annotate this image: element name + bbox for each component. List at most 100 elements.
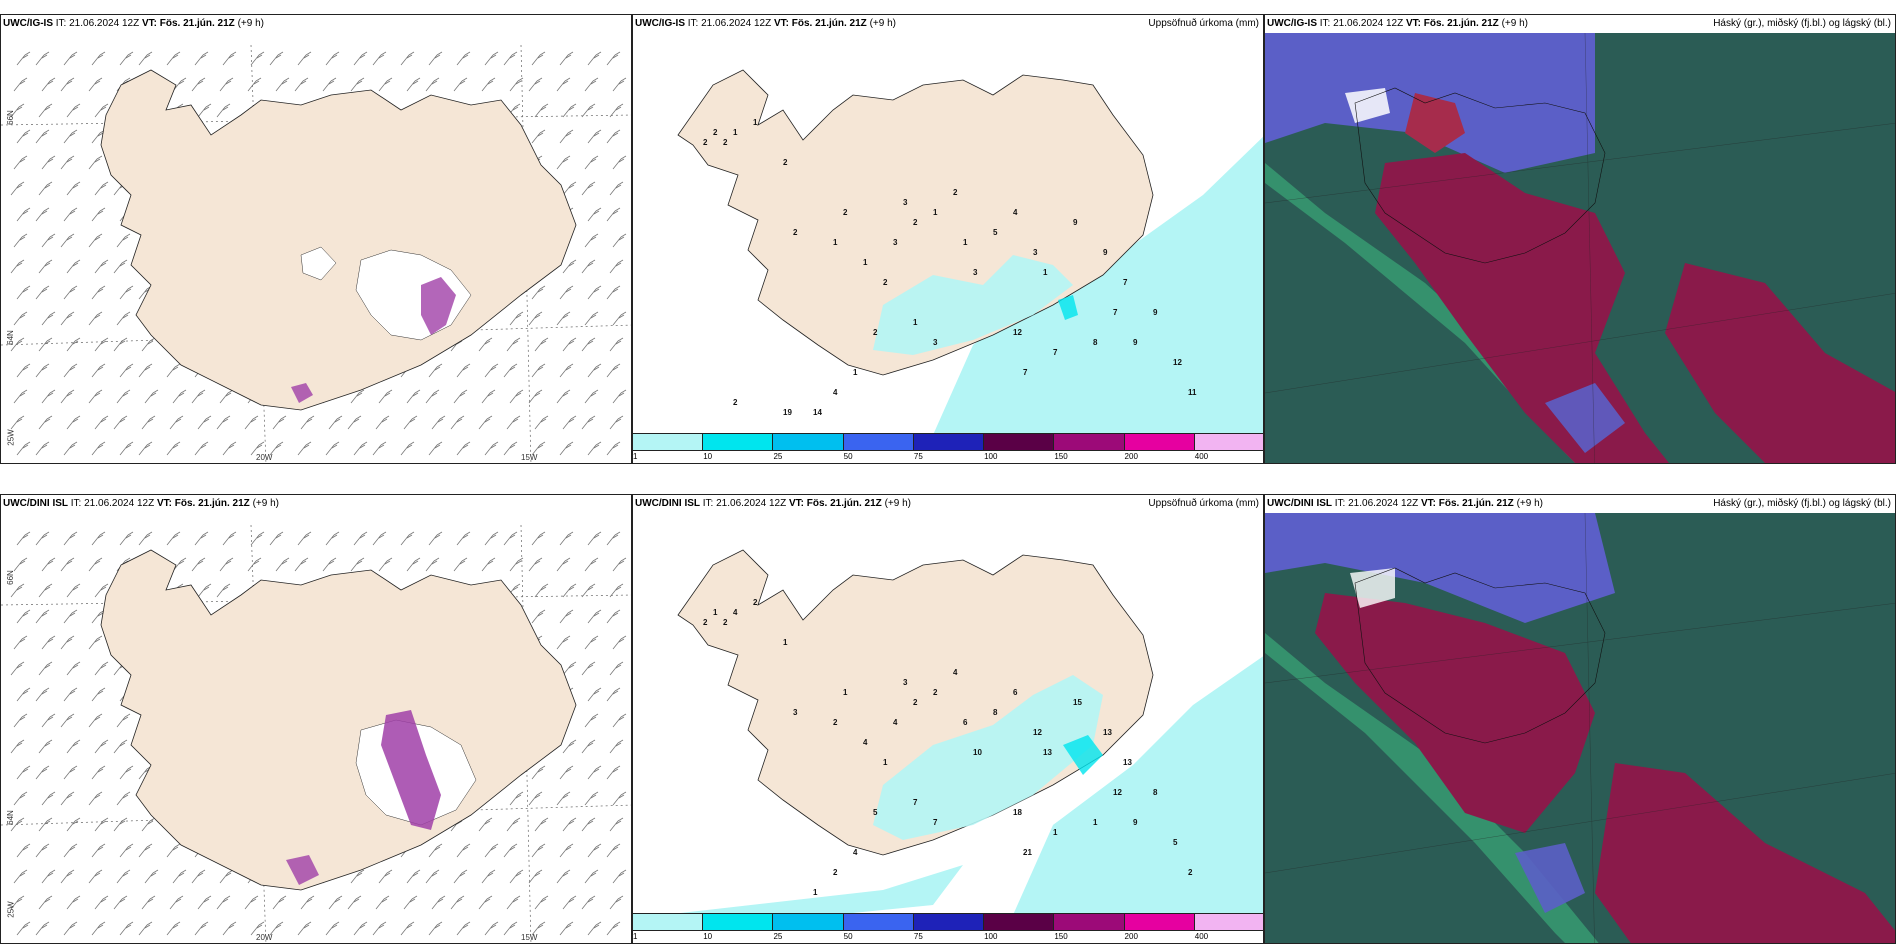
- wind-barb: [612, 713, 627, 728]
- wind-barb: [484, 921, 499, 936]
- lead-time: (+9 h): [1516, 498, 1543, 509]
- wind-barb: [609, 661, 624, 676]
- wind-barb: [350, 77, 365, 92]
- precip-value-label: 1: [813, 888, 818, 897]
- wind-barb: [10, 895, 25, 910]
- wind-barb: [138, 921, 153, 936]
- wind-barb: [141, 817, 156, 832]
- precip-value-label: 4: [853, 848, 858, 857]
- lon-label: 15W: [521, 453, 538, 462]
- precip-value-label: 2: [953, 188, 958, 197]
- precip-value-label: 4: [733, 608, 738, 617]
- wind-barb: [609, 895, 624, 910]
- precip-labels: 2124213214321424610861213151313129852112…: [703, 598, 1193, 897]
- precip-value-label: 2: [753, 598, 758, 607]
- wind-barb: [169, 895, 184, 910]
- wind-barb: [138, 843, 153, 858]
- wind-barb: [35, 285, 50, 300]
- wind-barb: [35, 441, 50, 456]
- wind-barb: [63, 687, 78, 702]
- low-cloud-area: [1405, 93, 1465, 153]
- wind-barb: [63, 843, 78, 858]
- wind-barb: [294, 557, 309, 572]
- wind-barb: [166, 363, 181, 378]
- field-title: Uppsöfnuð úrkoma (mm): [1148, 498, 1259, 509]
- colorbar-tick-label: 75: [913, 452, 923, 461]
- wind-barb: [91, 363, 106, 378]
- panel-top-right: UWC/IG-IS IT: 21.06.2024 12Z VT: Fös. 21…: [1264, 14, 1896, 464]
- precip-band: [1053, 755, 1193, 845]
- wind-barb: [584, 713, 599, 728]
- wind-barb: [35, 921, 50, 936]
- wind-barb: [531, 51, 546, 66]
- wind-barb: [531, 129, 546, 144]
- wind-barb: [509, 791, 524, 806]
- precip-value-label: 1: [933, 208, 938, 217]
- wind-barb: [10, 103, 25, 118]
- glacier-area: [300, 246, 337, 281]
- precip-value-label: 9: [1103, 248, 1108, 257]
- wind-barb: [91, 285, 106, 300]
- wind-barb: [119, 51, 134, 66]
- precip-value-label: 2: [783, 158, 788, 167]
- wind-barb: [556, 557, 571, 572]
- wind-barb: [63, 765, 78, 780]
- wind-barb: [66, 661, 81, 676]
- wind-barb: [562, 415, 577, 430]
- wind-barb: [16, 285, 31, 300]
- wind-barb: [531, 441, 546, 456]
- wind-barb: [38, 415, 53, 430]
- lead-time: (+9 h): [869, 18, 896, 29]
- wind-barb: [16, 609, 31, 624]
- wind-barb: [609, 415, 624, 430]
- wind-barb: [584, 869, 599, 884]
- grid-lines: [1265, 513, 1895, 943]
- wind-barb: [425, 869, 440, 884]
- wind-barb: [41, 869, 56, 884]
- lon-label: 20W: [256, 453, 273, 462]
- wind-barb: [556, 869, 571, 884]
- wind-barb: [372, 51, 387, 66]
- wind-barb: [297, 921, 312, 936]
- wind-barb: [375, 415, 390, 430]
- wind-barb: [584, 311, 599, 326]
- wind-barb: [194, 921, 209, 936]
- wind-barb: [584, 791, 599, 806]
- wind-barb: [10, 415, 25, 430]
- wind-barb: [16, 687, 31, 702]
- wind-barb: [456, 363, 471, 378]
- wind-barb: [94, 103, 109, 118]
- wind-barb: [609, 181, 624, 196]
- wind-barb: [372, 921, 387, 936]
- wind-barb: [116, 233, 131, 248]
- wind-barb: [428, 531, 443, 546]
- wind-barb: [166, 531, 181, 546]
- wind-barb: [403, 415, 418, 430]
- precip-value-label: 4: [953, 668, 958, 677]
- wind-barb: [506, 337, 521, 352]
- wind-barb: [478, 415, 493, 430]
- wind-barb: [456, 441, 471, 456]
- wind-barb: [484, 843, 499, 858]
- precip-value-label: 9: [1133, 338, 1138, 347]
- it-label: IT:: [55, 18, 67, 29]
- wind-barb: [484, 51, 499, 66]
- wind-barb: [16, 921, 31, 936]
- wind-barb: [556, 155, 571, 170]
- wind-barb: [428, 363, 443, 378]
- wind-barb: [35, 843, 50, 858]
- wind-barb: [294, 77, 309, 92]
- wind-barb: [250, 51, 265, 66]
- wind-barb: [612, 389, 627, 404]
- wind-barb: [562, 817, 577, 832]
- lead-time: (+9 h): [884, 498, 911, 509]
- wind-barb: [66, 337, 81, 352]
- colorbar-swatch: [1194, 914, 1263, 930]
- mid-cloud-area: [1545, 383, 1625, 453]
- cloud-map: [1265, 513, 1895, 943]
- wind-barb: [222, 441, 237, 456]
- wind-barb: [581, 583, 596, 598]
- precip-value-label: 5: [1173, 838, 1178, 847]
- wind-barb: [531, 285, 546, 300]
- cloud-map: [1265, 33, 1895, 463]
